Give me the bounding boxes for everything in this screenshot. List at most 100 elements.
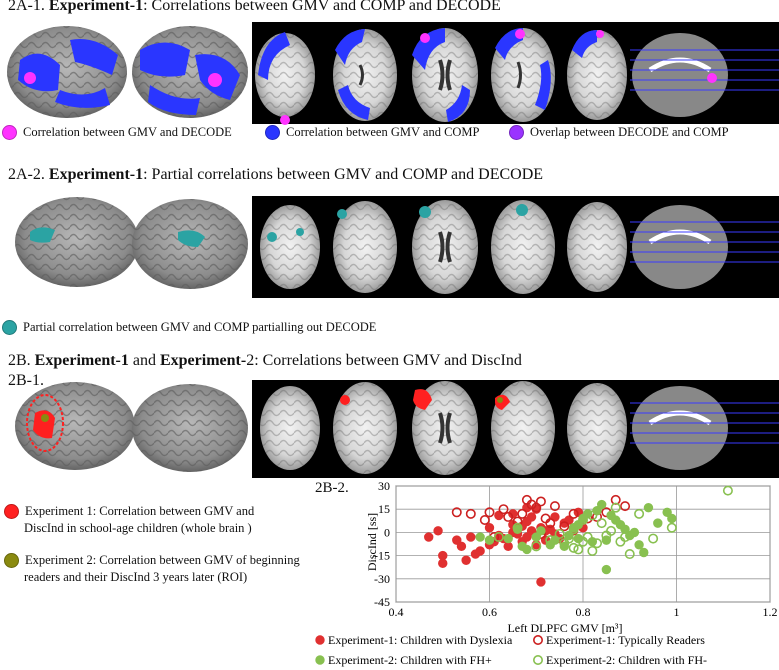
panel-2b-bold2: Experiment-: [159, 352, 247, 369]
data-point-series-4: [620, 532, 631, 543]
data-point-series-3: [639, 547, 649, 558]
data-point-series-4: [578, 515, 589, 526]
data-point-series-1: [456, 541, 467, 552]
data-point-series-4: [634, 508, 645, 519]
data-point-series-3: [559, 541, 570, 552]
data-point-series-4: [573, 544, 584, 555]
data-point-series-3: [643, 502, 654, 513]
chart-ticks: 30 15 0 -15 -30 -450.4 0.6 0.8 1 1.2: [374, 479, 778, 619]
y-tick-label: -15: [374, 549, 390, 563]
x-tick-label: 1.2: [763, 605, 778, 619]
legend-overlap: Overlap between DECODE and COMP: [509, 125, 729, 140]
data-point-series-2: [535, 496, 546, 507]
legend-decode: Correlation between GMV and DECODE: [2, 125, 232, 140]
legend-overlap-label: Overlap between DECODE and COMP: [530, 125, 729, 139]
legend-marker-series-2: [533, 635, 544, 646]
y-tick-label: 0: [384, 525, 390, 539]
data-point-series-1: [475, 546, 485, 556]
data-point-series-1: [466, 532, 476, 542]
lateral-brain-2b1: [15, 382, 248, 472]
legend-marker-series-3: [315, 655, 325, 665]
data-point-series-2: [517, 508, 528, 519]
panel-2b-bold1: Experiment-1: [34, 352, 129, 369]
axial-slices-2a1: [252, 22, 779, 125]
legend-exp1-line2: DiscInd in school-age children (whole br…: [24, 521, 252, 535]
legend-marker-series-1: [315, 635, 325, 645]
data-point-series-1: [526, 512, 537, 522]
panel-2b1-label: 2B-1.: [8, 372, 44, 389]
y-tick-label: -30: [374, 572, 390, 586]
legend-exp2-swatch: [4, 553, 19, 568]
x-tick-label: 0.8: [576, 605, 591, 619]
data-point-series-4: [531, 541, 542, 552]
x-axis-label: Left DLPFC GMV [m³]: [507, 621, 622, 635]
data-point-series-4: [592, 538, 603, 549]
panel-2a1-rest: : Correlations between GMV and COMP and …: [143, 0, 501, 14]
y-tick-label: 15: [378, 502, 390, 516]
data-point-series-2: [498, 504, 509, 515]
data-point-series-4: [545, 535, 556, 546]
data-point-series-3: [629, 527, 640, 538]
data-point-series-2: [451, 507, 462, 518]
panel-2b-title: 2B. Experiment-1 and Experiment-2: Corre…: [8, 352, 522, 370]
chart-legend: Experiment-1: Children with Dyslexia Expe…: [315, 633, 707, 667]
x-tick-label: 0.6: [482, 605, 497, 619]
legend-exp2-line1: Experiment 2: Correlation between GMV of…: [25, 553, 300, 567]
data-point-series-4: [606, 525, 617, 536]
y-axis-label: DiscInd [ss]: [365, 513, 379, 571]
data-point-series-4: [582, 532, 593, 543]
y-tick-label: 30: [378, 479, 390, 493]
panel-2a2-title: 2A-2. Experiment-1: Partial correlations…: [8, 166, 543, 184]
data-point-series-2: [531, 502, 542, 513]
data-point-series-4: [722, 485, 733, 496]
data-point-series-1: [438, 550, 448, 561]
discind-scatter-chart: 30 15 0 -15 -30 -450.4 0.6 0.8 1 1.2 DiscInd [ss]…: [315, 479, 778, 667]
legend-partial-swatch: [2, 320, 17, 335]
data-point-series-3: [662, 507, 672, 517]
data-point-series-2: [465, 508, 476, 519]
data-point-series-3: [653, 518, 663, 528]
data-point-series-1: [438, 558, 448, 569]
data-point-series-1: [424, 532, 434, 542]
data-point-series-3: [522, 544, 532, 555]
panel-2a2-brain-images: [15, 196, 779, 298]
data-point-series-3: [667, 513, 677, 524]
data-point-series-3: [484, 535, 495, 545]
data-point-series-2: [545, 518, 556, 529]
panel-2b2-label: 2B-2.: [315, 480, 349, 496]
legend-exp2: Experiment 2: Correlation between GMV of…: [4, 552, 300, 586]
data-point-series-3: [634, 540, 644, 550]
data-point-series-1: [452, 535, 462, 545]
panel-2a2-rest: : Partial correlations between GMV and C…: [143, 166, 544, 183]
y-tick-label: -45: [374, 595, 390, 609]
data-point-series-1: [503, 541, 513, 552]
data-point-series-4: [493, 532, 504, 543]
data-point-series-4: [666, 522, 677, 533]
x-tick-label: 0.4: [389, 605, 404, 619]
legend-comp-label: Correlation between GMV and COMP: [286, 125, 480, 139]
chart-grid: [395, 485, 771, 603]
data-point-series-2: [568, 508, 579, 519]
data-point-series-2: [620, 501, 631, 512]
lateral-brain-2a2: [15, 197, 248, 289]
legend-label-series-2: Experiment-1: Typically Readers: [546, 633, 705, 647]
data-point-series-1: [433, 526, 443, 536]
legend-overlap-swatch: [509, 125, 524, 140]
data-point-series-2: [549, 501, 560, 512]
data-point-series-3: [475, 532, 485, 542]
legend-label-series-4: Experiment-2: Children with FH-: [546, 653, 707, 667]
legend-label-series-1: Experiment-1: Children with Dyslexia: [328, 633, 513, 647]
legend-exp1: Experiment 1: Correlation between GMV an…: [4, 503, 254, 537]
data-point-series-4: [568, 524, 579, 535]
data-point-series-1: [536, 577, 546, 587]
chart-points: [424, 485, 733, 587]
data-point-series-1: [522, 532, 532, 542]
panel-2a1-title: 2A-1. Experiment-1: Correlations between…: [8, 0, 501, 15]
legend-exp1-line1: Experiment 1: Correlation between GMV an…: [25, 504, 255, 518]
legend-decode-swatch: [2, 125, 17, 140]
panel-2a2-prefix: 2A-2.: [8, 166, 49, 183]
legend-marker-series-4: [533, 655, 544, 666]
panel-2a1-prefix: 2A-1.: [8, 0, 49, 14]
data-point-series-3: [503, 533, 513, 544]
data-point-series-4: [568, 542, 579, 553]
